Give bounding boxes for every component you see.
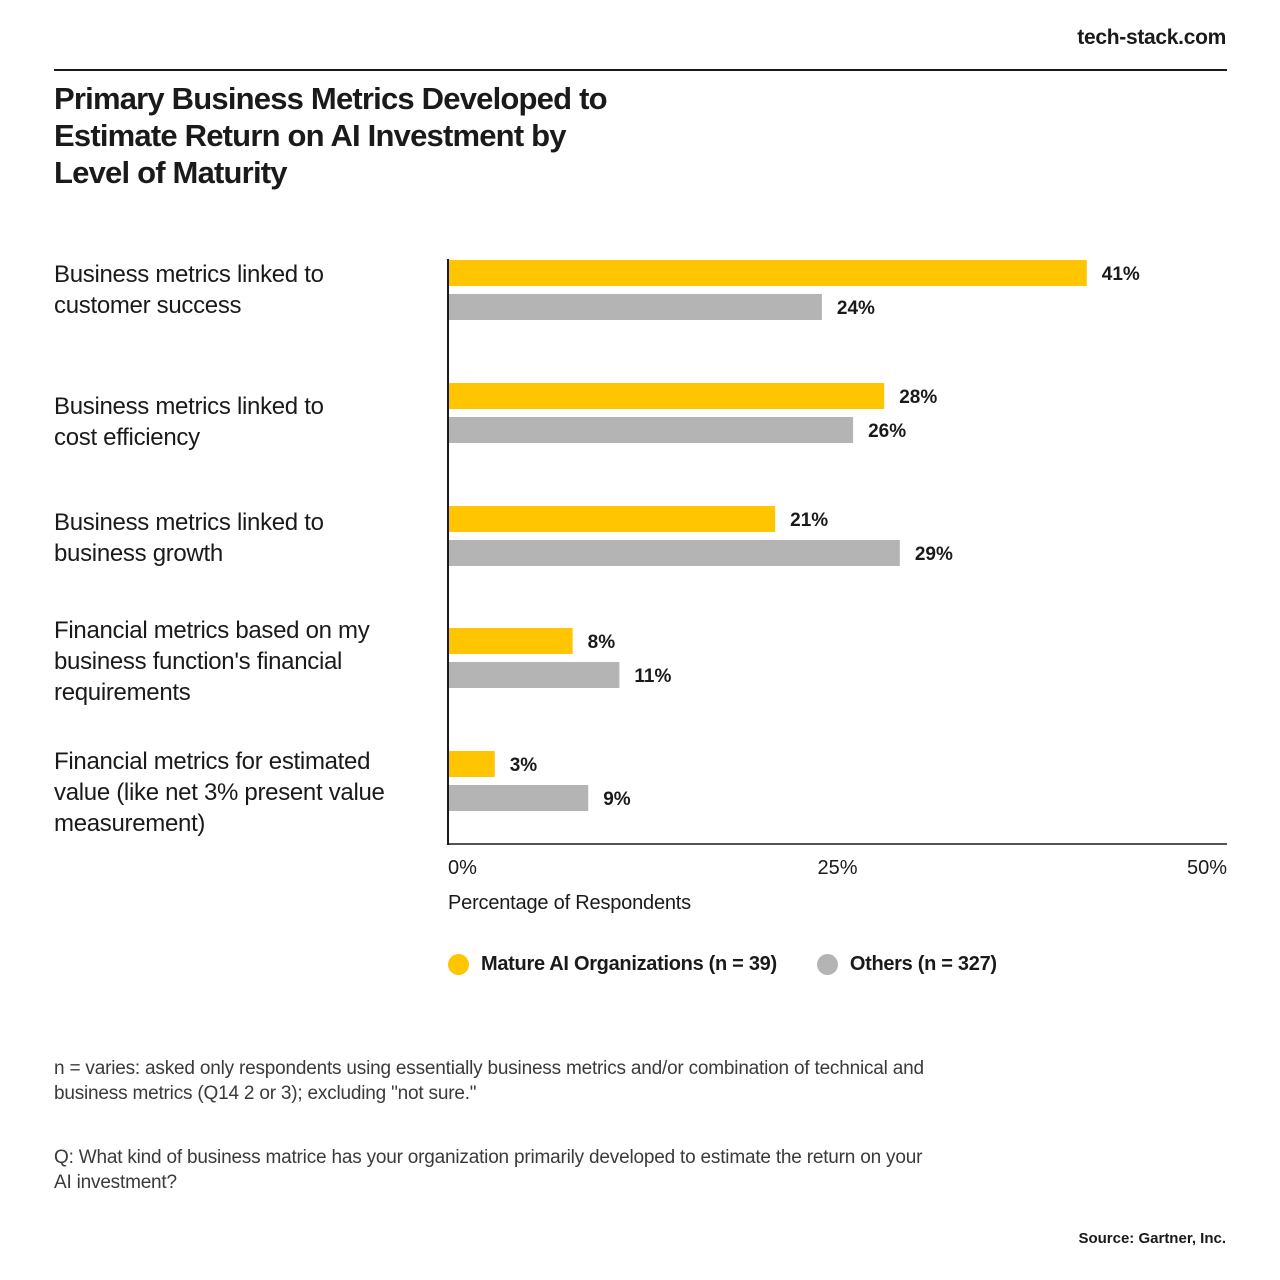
- bar-value-label: 11%: [634, 666, 671, 687]
- bar-others: [448, 662, 620, 688]
- legend-item-mature: Mature AI Organizations (n = 39): [448, 953, 777, 976]
- category-label: Business metrics linked to business grow…: [54, 507, 424, 569]
- bar-value-label: 41%: [1102, 264, 1140, 285]
- bar-mature: [448, 628, 573, 654]
- bar-chart: 41% 28% 21% 8% 3% 24% 26% 29% 11% 9% 0% 25% 50%: [447, 259, 1227, 879]
- category-label: Business metrics linked to customer succ…: [54, 259, 424, 321]
- category-label: Financial metrics for estimated value (l…: [54, 746, 424, 839]
- bar-mature: [448, 751, 495, 777]
- bar-others: [448, 785, 589, 811]
- bar-value-label: 26%: [868, 421, 906, 442]
- chart-title: Primary Business Metrics Developed to Es…: [54, 81, 608, 190]
- bar-value-label: 21%: [790, 510, 828, 531]
- category-label-line: requirements: [54, 679, 191, 706]
- bar-value-label: 29%: [915, 544, 953, 565]
- category-label-line: Financial metrics based on my: [54, 617, 370, 644]
- bar-value-label: 28%: [899, 387, 937, 408]
- x-tick-label: 50%: [1187, 857, 1227, 879]
- source-credit: Source: Gartner, Inc.: [1078, 1230, 1226, 1247]
- category-label-line: cost efficiency: [54, 424, 200, 451]
- category-label-line: business growth: [54, 540, 223, 567]
- legend-label-mature: Mature AI Organizations (n = 39): [481, 952, 777, 975]
- legend-swatch-others: [816, 953, 838, 975]
- sample-note: n = varies: asked only respondents using…: [54, 1058, 924, 1104]
- legend-item-others: Others (n = 327): [816, 952, 997, 976]
- category-label-line: Business metrics linked to: [54, 261, 324, 288]
- bar-value-label: 8%: [588, 632, 616, 653]
- category-label: Financial metrics based on my business f…: [54, 615, 424, 708]
- legend-swatch-mature: [448, 953, 469, 975]
- bar-others: [448, 417, 854, 443]
- x-tick-label: 25%: [817, 857, 857, 879]
- category-label: Business metrics linked to cost efficien…: [54, 391, 424, 453]
- bar-value-label: 3%: [510, 755, 538, 776]
- category-label-line: value (like net 3% present value: [54, 779, 385, 806]
- category-label-line: customer success: [54, 292, 242, 319]
- bar-value-label: 24%: [837, 298, 875, 319]
- category-label-line: Financial metrics for estimated: [54, 748, 371, 775]
- category-label-line: Business metrics linked to: [54, 509, 324, 536]
- bar-value-label: 9%: [603, 789, 631, 810]
- x-axis-title: Percentage of Respondents: [448, 892, 691, 914]
- bar-mature: [448, 260, 1087, 286]
- category-label-line: Business metrics linked to: [54, 393, 324, 420]
- bar-others: [448, 294, 822, 320]
- category-label-line: business function's financial: [54, 648, 343, 675]
- x-tick-label: 0%: [448, 857, 477, 879]
- bar-others: [448, 540, 900, 566]
- survey-question: Q: What kind of business matrice has you…: [54, 1147, 923, 1193]
- bar-mature: [448, 506, 776, 532]
- legend-label-others: Others (n = 327): [849, 952, 997, 975]
- brand-name: tech-stack.com: [1077, 26, 1226, 49]
- legend: Mature AI Organizations (n = 39) Others …: [448, 951, 1037, 977]
- bar-mature: [448, 383, 885, 409]
- top-divider: [54, 69, 1227, 71]
- category-label-line: measurement): [54, 810, 206, 837]
